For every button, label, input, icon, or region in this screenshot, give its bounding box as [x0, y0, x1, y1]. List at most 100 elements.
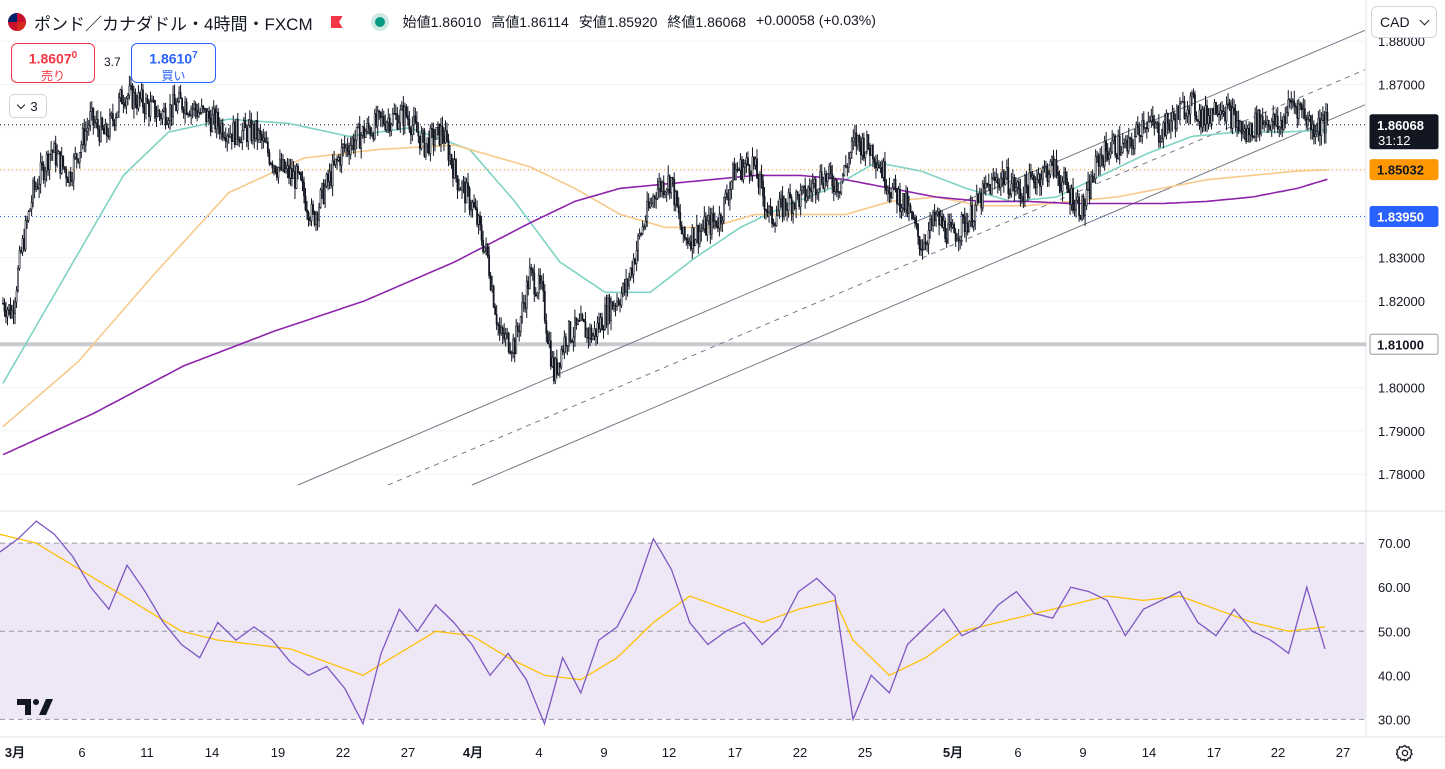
candle-body — [745, 157, 748, 164]
candle-body — [1130, 138, 1133, 147]
candle-body — [792, 203, 795, 214]
candle-body — [262, 137, 265, 141]
candle-body — [1246, 128, 1249, 142]
candle-body — [143, 106, 146, 115]
candle-body — [716, 226, 719, 229]
candle-body — [938, 211, 941, 226]
candle-body — [540, 280, 543, 284]
indicator-count: 3 — [30, 98, 38, 114]
candle-body — [640, 233, 643, 235]
candle-body — [701, 228, 704, 231]
candle-body — [339, 157, 342, 166]
candle-body — [956, 238, 959, 242]
candle-body — [1005, 167, 1008, 179]
candle-body — [822, 182, 825, 189]
candle-body — [840, 180, 843, 194]
candle-body — [194, 103, 197, 111]
candle-body — [917, 224, 919, 237]
candle-body — [53, 143, 56, 153]
candle-body — [1263, 122, 1266, 125]
candle-body — [846, 166, 849, 169]
candle-body — [1300, 104, 1303, 111]
candle-body — [1091, 175, 1094, 183]
candle-body — [659, 181, 662, 192]
candle-body — [807, 187, 810, 197]
candle-body — [503, 333, 506, 340]
sell-price: 1.8607 — [28, 50, 72, 67]
candle-body — [1008, 193, 1011, 196]
currency-label: CAD — [1380, 14, 1410, 30]
candle-body — [826, 173, 829, 182]
candle-body — [953, 224, 956, 234]
sell-button[interactable]: 1.86070 売り — [11, 43, 95, 83]
candle-body — [271, 163, 274, 169]
flag-marker-icon[interactable] — [330, 16, 343, 28]
candle-body — [485, 243, 488, 249]
candle-body — [429, 127, 432, 154]
candle-body — [11, 309, 13, 318]
candle-body — [494, 306, 497, 315]
candle-body — [1078, 196, 1080, 216]
tradingview-logo-icon[interactable] — [17, 697, 53, 717]
moving-average-line — [2, 118, 1328, 384]
candle-body — [1025, 175, 1028, 187]
gear-icon[interactable] — [1396, 744, 1414, 762]
candle-body — [286, 165, 289, 170]
candle-body — [188, 113, 191, 116]
candle-body — [578, 320, 581, 322]
candle-body — [1176, 106, 1178, 130]
candle-body — [464, 181, 466, 204]
indicators-toggle-button[interactable]: 3 — [9, 94, 47, 118]
candle-body — [363, 126, 366, 138]
candle-body — [1273, 114, 1276, 126]
candle-body — [488, 255, 491, 277]
candle-body — [200, 105, 203, 113]
candle-body — [157, 110, 159, 117]
candle-body — [1324, 112, 1327, 134]
ohlc-values: 始値1.86010 高値1.86114 安値1.85920 終値1.86068 … — [403, 12, 876, 32]
candle-body — [1090, 175, 1093, 199]
candle-body — [518, 330, 521, 333]
rsi-tick-label: 70.00 — [1378, 536, 1411, 551]
buy-button[interactable]: 1.86107 買い — [131, 43, 216, 83]
candle-body — [1058, 175, 1061, 186]
candle-body — [294, 171, 296, 189]
candle-body — [665, 189, 668, 193]
candle-body — [29, 208, 31, 212]
symbol-title[interactable]: ポンド／カナダドル・4時間・FXCM — [34, 14, 313, 34]
time-axis-label: 22 — [336, 745, 350, 760]
candle-body — [224, 137, 227, 142]
candle-body — [124, 102, 126, 107]
candle-body — [1269, 126, 1272, 131]
candle-body — [1042, 167, 1044, 180]
candle-body — [1315, 131, 1318, 135]
candle-body — [1266, 119, 1269, 125]
candle-body — [1218, 113, 1220, 115]
candle-body — [801, 186, 804, 191]
candle-body — [789, 192, 792, 199]
candle-body — [9, 304, 12, 318]
candle-body — [199, 112, 202, 114]
candle-body — [477, 215, 480, 225]
candle-body — [23, 238, 25, 250]
candle-body — [558, 362, 561, 368]
currency-selector[interactable]: CAD — [1371, 6, 1437, 38]
candle-body — [101, 118, 104, 129]
candle-body — [378, 110, 381, 113]
candle-body — [989, 183, 992, 195]
candle-body — [458, 188, 460, 191]
candle-body — [421, 130, 424, 134]
candle-body — [926, 243, 928, 246]
market-status-icon[interactable] — [374, 17, 385, 27]
candle-body — [152, 99, 155, 102]
ohlc-change: +0.00058 (+0.03%) — [756, 12, 876, 28]
candle-body — [212, 108, 215, 116]
candle-body — [873, 158, 876, 163]
candle-body — [799, 189, 802, 207]
candle-body — [1147, 121, 1150, 130]
candle-body — [522, 302, 525, 304]
time-axis-label: 4 — [535, 745, 542, 760]
candle-body — [978, 192, 981, 203]
candle-body — [1076, 196, 1079, 201]
